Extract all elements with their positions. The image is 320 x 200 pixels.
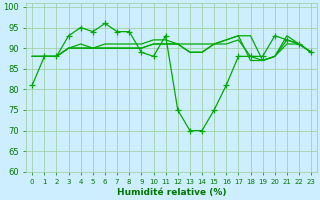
X-axis label: Humidité relative (%): Humidité relative (%)	[117, 188, 227, 197]
